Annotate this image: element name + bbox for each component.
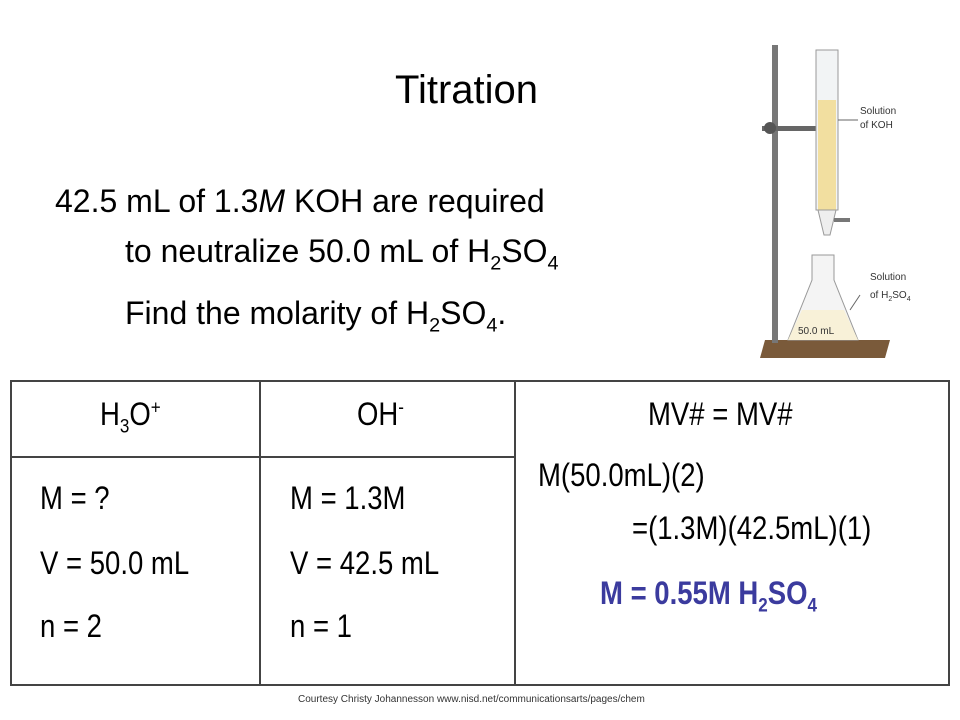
text: SO [501, 233, 548, 269]
text: 42.5 mL of 1.3 [55, 183, 259, 219]
acid-solution [788, 310, 858, 340]
subscript: 4 [547, 252, 559, 275]
column-divider [259, 380, 261, 684]
column-divider [514, 380, 516, 684]
problem-line: 42.5 mL of 1.3M KOH are required [55, 183, 545, 220]
title: Titration [395, 68, 539, 112]
volume-label: 50.0 mL [798, 326, 835, 337]
text: Solution [860, 106, 896, 117]
subscript: 2 [758, 594, 768, 617]
text: to neutralize 50.0 mL of H [125, 233, 491, 269]
header: OH- [357, 396, 404, 433]
text: OH [357, 396, 399, 432]
flask-label: Solution [870, 272, 906, 283]
cell: V = 42.5 mL [290, 545, 440, 581]
cell: n = 2 [40, 608, 102, 644]
text: Solution [870, 272, 906, 283]
subscript: 3 [119, 415, 130, 438]
text: of KOH [860, 120, 893, 131]
text: M [258, 183, 286, 219]
subscript: 4 [907, 296, 911, 303]
stand-base [760, 340, 890, 358]
problem-line: Find the molarity of H2SO4. [125, 295, 507, 335]
text: M = 0.55M H [600, 575, 759, 611]
stand-rod [772, 45, 778, 343]
flask-label: of H2SO4 [870, 290, 911, 303]
answer: M = 0.55M H2SO4 [600, 575, 817, 615]
subscript: 4 [807, 594, 818, 617]
stopcock [834, 218, 850, 222]
clamp-knob [764, 122, 776, 134]
text: SO [767, 575, 808, 611]
text: O [129, 396, 151, 432]
cell: M = ? [40, 480, 110, 516]
text: SO [892, 290, 907, 301]
clamp [762, 126, 832, 131]
koh-solution [818, 100, 836, 210]
header: MV# = MV# [648, 396, 793, 433]
row-divider [10, 456, 516, 458]
titration-apparatus: Solution of KOH Solution of H2SO4 50.0 m… [760, 45, 911, 358]
credit: Courtesy Christy Johannesson www.nisd.ne… [298, 694, 645, 705]
text: H [100, 396, 120, 432]
subscript: 2 [888, 296, 892, 303]
burette-label: Solution [860, 106, 896, 117]
burette-label: of KOH [860, 120, 893, 131]
burette-tip [817, 209, 837, 236]
problem-line: to neutralize 50.0 mL of H2SO4 [125, 233, 559, 273]
text: KOH are required [285, 183, 545, 219]
text: 50.0 mL [798, 326, 835, 337]
text: SO [440, 295, 487, 331]
superscript: + [150, 396, 161, 419]
equation: =(1.3M)(42.5mL)(1) [632, 510, 872, 546]
text: Find the molarity of H [125, 295, 430, 331]
text: of H [870, 290, 888, 301]
subscript: 2 [429, 314, 441, 337]
equation: M(50.0mL)(2) [538, 457, 705, 493]
pointer [849, 294, 861, 311]
subscript: 4 [486, 314, 498, 337]
text: . [497, 295, 507, 331]
text: MV# = MV# [648, 396, 793, 432]
subscript: 2 [490, 252, 502, 275]
header: H3O+ [100, 396, 161, 436]
cell: V = 50.0 mL [40, 545, 190, 581]
superscript: - [398, 396, 404, 419]
cell: n = 1 [290, 608, 352, 644]
table-border [10, 380, 950, 686]
cell: M = 1.3M [290, 480, 406, 516]
